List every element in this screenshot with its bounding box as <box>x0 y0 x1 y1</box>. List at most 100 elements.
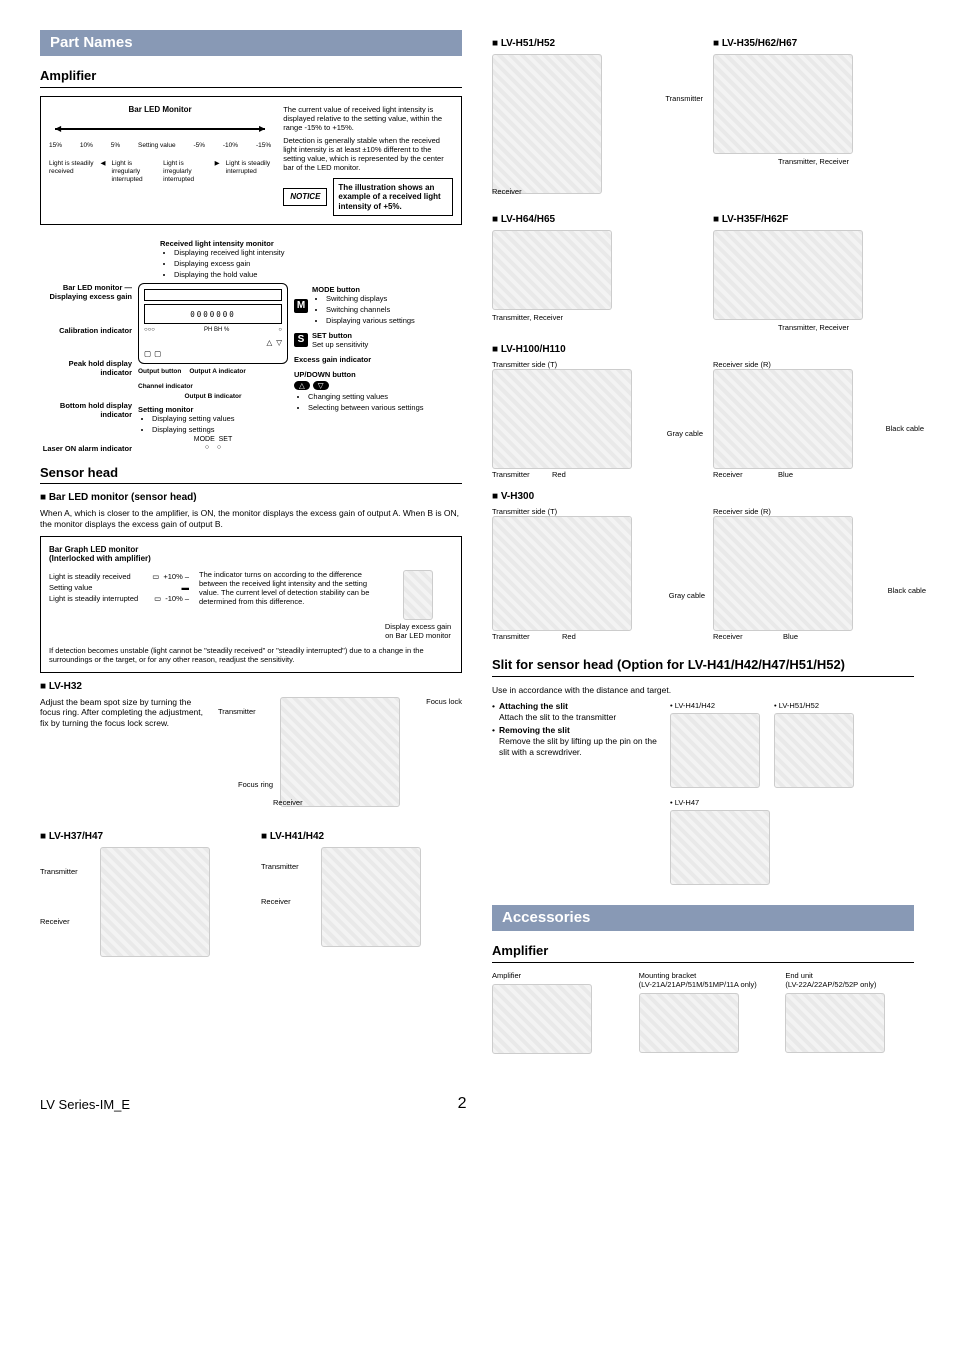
b2-title: Removing the slit <box>499 725 570 735</box>
diag-label: Receiver <box>713 470 743 479</box>
page-number: 2 <box>458 1094 467 1113</box>
diag-label: Transmitter, Receiver <box>713 157 914 166</box>
vh300-t-illustration <box>492 516 632 631</box>
lvh64-title: ■ LV-H64/H65 <box>492 214 693 226</box>
diag-label: Receiver <box>713 632 743 641</box>
lvh35f-title: ■ LV-H35F/H62F <box>713 214 914 226</box>
diag-label: Receiver <box>40 917 70 926</box>
amp-left-label: Laser ON alarm indicator <box>40 444 132 453</box>
diag-label: Black cable <box>886 424 924 433</box>
right-caption: Display excess gain on Bar LED monitor <box>383 622 453 640</box>
lvh41-illustration <box>321 847 421 947</box>
lvh35-illustration <box>713 54 853 154</box>
footer-left: LV Series-IM_E <box>40 1097 130 1113</box>
updown-title: UP/DOWN button <box>294 370 462 379</box>
diag-label: Blue <box>778 470 793 479</box>
r-side: Receiver side (R) <box>713 360 914 369</box>
slit-intro: Use in accordance with the distance and … <box>492 685 914 696</box>
sub-amplifier: Amplifier <box>40 68 462 88</box>
acc-illustration <box>492 984 592 1054</box>
amp-bottom-label: Output B indicator <box>138 393 288 401</box>
row-l: Light is steadily received <box>49 572 148 581</box>
b1-title: Attaching the slit <box>499 701 568 711</box>
diag-label: Blue <box>783 632 798 641</box>
acc-label: Mounting bracket <box>639 971 768 980</box>
lvh37-illustration <box>100 847 210 957</box>
diag-label: Black cable <box>888 586 926 595</box>
mon-bullet: Displaying the hold value <box>174 270 462 279</box>
box-title1: Bar Graph LED monitor <box>49 545 453 555</box>
notice-text: The illustration shows an example of a r… <box>333 178 453 217</box>
lvh37-title: ■ LV-H37/H47 <box>40 831 241 843</box>
slit-img-label: • LV-H51/H52 <box>774 701 854 710</box>
amplifier-diagram: Received light intensity monitor Display… <box>40 239 462 452</box>
scale-tick: -15% <box>256 142 271 150</box>
diag-label: Focus ring <box>238 780 273 789</box>
lvh35-title: ■ LV-H35/H62/H67 <box>713 38 914 50</box>
acc-amp-title: Amplifier <box>492 943 914 963</box>
barled-desc1: The current value of received light inte… <box>283 105 453 132</box>
right-text: The indicator turns on according to the … <box>199 570 373 640</box>
lcd-text: PH BH % <box>204 327 229 334</box>
acc-label: End unit <box>785 971 914 980</box>
vh300-r-illustration <box>713 516 853 631</box>
lvh100-title: ■ LV-H100/H110 <box>492 344 914 356</box>
excess-gain-label: Excess gain indicator <box>294 355 462 364</box>
diag-label: Gray cable <box>667 429 703 438</box>
row-l: Setting value <box>49 583 178 592</box>
diag-label: Receiver <box>261 897 291 906</box>
diag-label: Transmitter <box>218 707 256 716</box>
slit-illustration <box>670 713 760 788</box>
mon-bullet: Displaying received light intensity <box>174 248 462 257</box>
sub-sensor-head: Sensor head <box>40 465 462 485</box>
row-m: +10% – <box>163 572 189 581</box>
monitor-title: Received light intensity monitor <box>160 239 462 248</box>
lvh100-r-illustration <box>713 369 853 469</box>
barled-header: Bar LED Monitor <box>49 105 271 115</box>
diag-label: Transmitter <box>261 862 299 871</box>
diag-label: Red <box>552 470 566 479</box>
sm-bullet: Displaying setting values <box>152 414 288 423</box>
ud-bullet: Selecting between various settings <box>308 403 462 412</box>
mode-bullet: Switching displays <box>326 294 415 303</box>
sm-bullet: Displaying settings <box>152 425 288 434</box>
lvh51-title: ■ LV-H51/H52 <box>492 38 693 50</box>
acc-illustration <box>639 993 739 1053</box>
bar-led-monitor-box: Bar LED Monitor ◀ ▶ 15% 10% 5% Setting v… <box>40 96 462 226</box>
b2-text: Remove the slit by lifting up the pin on… <box>499 736 657 757</box>
amp-bottom-label: Channel indicator <box>138 383 193 391</box>
mode-title: MODE button <box>312 285 415 294</box>
light-state: Light is irregularly interrupted <box>112 160 158 183</box>
acc-label: Amplifier <box>492 971 621 980</box>
barled-desc2: Detection is generally stable when the r… <box>283 136 453 172</box>
diag-label: Transmitter <box>492 470 530 479</box>
acc-illustration <box>785 993 885 1053</box>
mode-icon: M <box>294 299 308 313</box>
scale-tick: 5% <box>111 142 120 150</box>
diag-label: Gray cable <box>669 591 705 600</box>
lvh32-title: ■ LV-H32 <box>40 681 462 693</box>
slit-img-label: • LV-H41/H42 <box>670 701 760 710</box>
notice-label: NOTICE <box>283 188 327 206</box>
set-title: SET button <box>312 331 368 340</box>
vh300-title: ■ V-H300 <box>492 491 914 503</box>
barled-head-title: ■ Bar LED monitor (sensor head) <box>40 492 462 504</box>
amp-bottom-label: Output button <box>138 368 181 376</box>
scale-tick: 15% <box>49 142 62 150</box>
barled-head-desc: When A, which is closer to the amplifier… <box>40 508 462 529</box>
slit-img-label: • LV-H47 <box>670 798 914 807</box>
scale-tick: -5% <box>193 142 205 150</box>
t-side: Transmitter side (T) <box>492 507 693 516</box>
acc-sub: (LV-21A/21AP/51M/51MP/11A only) <box>639 980 768 989</box>
lvh64-illustration <box>492 230 612 310</box>
amp-left-label: Bottom hold display indicator <box>40 401 132 419</box>
diag-label: Transmitter, Receiver <box>492 313 693 322</box>
slit-title: Slit for sensor head (Option for LV-H41/… <box>492 657 914 677</box>
scale-tick: Setting value <box>138 142 176 150</box>
lvh32-illustration <box>280 697 400 807</box>
mode-bullet: Switching channels <box>326 305 415 314</box>
setting-monitor: Setting monitor <box>138 405 288 414</box>
barled-head-box: Bar Graph LED monitor (Interlocked with … <box>40 536 462 673</box>
amp-left-label: Bar LED monitor — Displaying excess gain <box>40 283 132 301</box>
amp-left-label: Calibration indicator <box>40 326 132 335</box>
